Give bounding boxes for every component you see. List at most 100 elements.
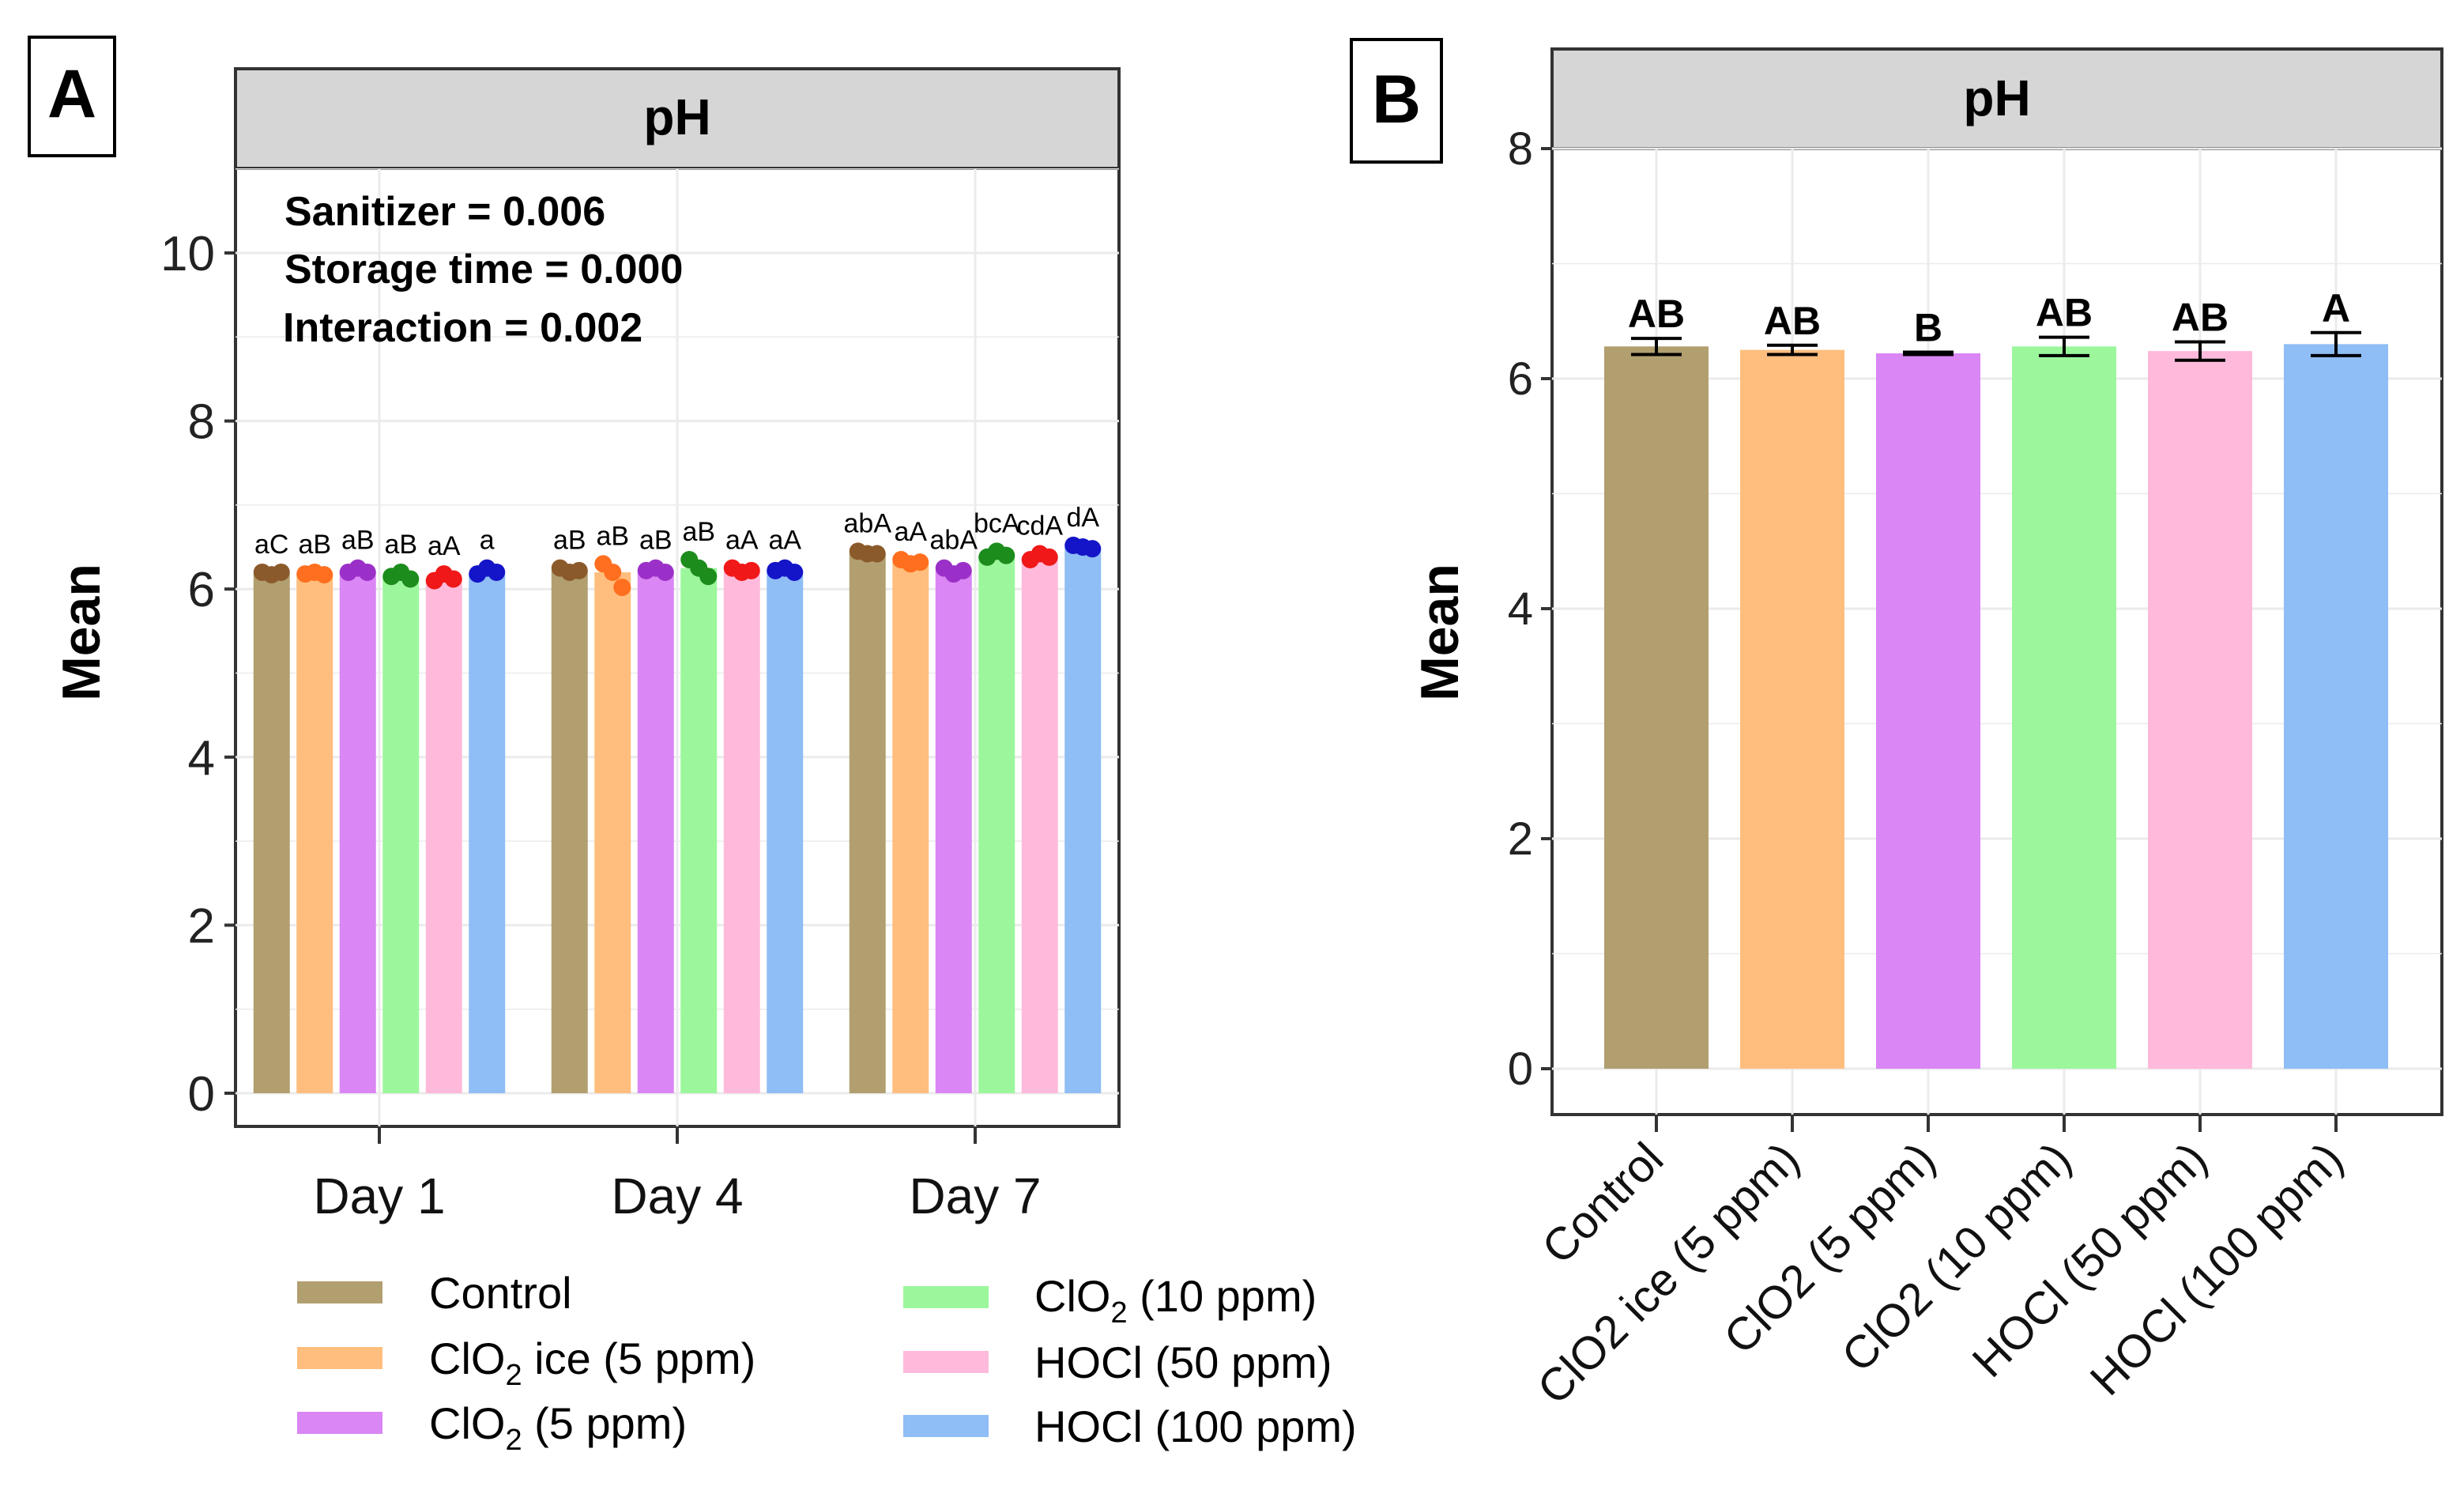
bar-label: bcA [974, 508, 1020, 538]
bar [469, 574, 506, 1093]
panel-b-bars [1604, 344, 2388, 1070]
bar [2012, 346, 2116, 1069]
bar [1876, 353, 1980, 1069]
y-tick-label: 4 [1508, 583, 1533, 635]
x-tick-label: ClO2 ice (5 ppm) [1528, 1133, 1809, 1414]
x-tick-label: Day 7 [909, 1168, 1041, 1224]
legend-label-clo2-5: ClO2 (5 ppm) [429, 1398, 687, 1457]
data-point [868, 545, 886, 563]
bar-label: aB [639, 526, 673, 556]
bar-label: aC [254, 530, 288, 560]
panel-a-label: A [47, 56, 96, 132]
bar [296, 574, 333, 1093]
bar [339, 572, 376, 1093]
bar-label: aA [725, 526, 759, 556]
panel-b-bar-labels: AB AB B AB AB A [1628, 286, 2350, 350]
x-tick-label: ClO2 (10 ppm) [1832, 1133, 2081, 1382]
legend-swatch-control [297, 1281, 382, 1303]
legend-label-clo2-10: ClO2 (10 ppm) [1034, 1271, 1317, 1330]
bar [767, 570, 804, 1093]
legend-swatch-hocl-100 [903, 1415, 989, 1437]
y-tick-label: 8 [188, 395, 215, 450]
data-point [604, 563, 622, 581]
legend-label-hocl-50: HOCl (50 ppm) [1034, 1337, 1332, 1387]
panel-a-bars [253, 547, 1102, 1093]
legend-item-clo2-ice-5: ClO2 ice (5 ppm) [297, 1334, 755, 1392]
stats-storage-time: Storage time = 0.000 [284, 247, 683, 292]
panel-b-y-axis: 0 2 4 6 8 [1508, 123, 1552, 1095]
bar [425, 579, 462, 1093]
bar [637, 570, 674, 1093]
panel-a-x-axis: Day 1 Day 4 Day 7 [313, 1126, 1042, 1224]
data-point [570, 561, 588, 579]
bar [253, 574, 290, 1093]
panel-b-label-box [1350, 38, 1443, 164]
bar-label: aB [298, 530, 331, 560]
y-tick-label: 2 [188, 899, 215, 953]
data-point [488, 563, 506, 581]
y-tick-label: 6 [1508, 353, 1533, 405]
bar-label: aB [341, 526, 375, 556]
bar [892, 562, 929, 1093]
data-point [742, 561, 760, 579]
panel-b-error-bars [1631, 330, 2361, 362]
bar-label: aA [768, 526, 801, 556]
data-point [1083, 540, 1102, 558]
legend-label-hocl-100: HOCl (100 ppm) [1034, 1401, 1357, 1451]
bar [849, 553, 886, 1093]
panel-a-legend: Control ClO2 ice (5 ppm) ClO2 (5 ppm) Cl… [297, 1268, 1357, 1457]
panel-a-label-box [28, 36, 116, 157]
legend-item-hocl-100: HOCl (100 ppm) [903, 1401, 1357, 1451]
data-point [315, 566, 333, 584]
bar [1064, 547, 1102, 1093]
data-point [954, 561, 972, 579]
stats-sanitizer: Sanitizer = 0.006 [284, 189, 605, 235]
bar-label: AB [1628, 292, 1685, 336]
data-point [358, 563, 376, 581]
bar [1604, 346, 1709, 1069]
bar [2284, 344, 2388, 1070]
y-tick-label: 2 [1508, 813, 1533, 865]
data-point [786, 563, 804, 581]
legend-item-clo2-10: ClO2 (10 ppm) [903, 1271, 1317, 1330]
data-point [997, 546, 1015, 564]
panel-a-points [253, 536, 1102, 597]
bar [978, 555, 1015, 1093]
y-tick-label: 0 [188, 1067, 215, 1122]
stats-interaction: Interaction = 0.002 [283, 305, 642, 351]
x-tick-label: HOCl (50 ppm) [1962, 1133, 2217, 1387]
bar [2148, 351, 2252, 1070]
data-point [1040, 548, 1058, 566]
legend-swatch-hocl-50 [903, 1351, 989, 1373]
bar [723, 570, 760, 1093]
data-point [656, 563, 674, 581]
bar-label: AB [1764, 299, 1821, 343]
data-point [613, 579, 631, 597]
bar [382, 576, 420, 1093]
legend-swatch-clo2-ice-5 [297, 1347, 382, 1369]
bar [1021, 556, 1058, 1093]
panel-a-strip [234, 67, 1121, 170]
bar-label: aA [428, 531, 461, 561]
y-tick-label: 10 [160, 227, 215, 281]
bar-label: dA [1066, 503, 1099, 533]
bar [594, 572, 631, 1093]
bar-label: abA [844, 508, 892, 538]
panel-b-label: B [1372, 62, 1421, 138]
data-point [699, 568, 718, 586]
bar [680, 568, 718, 1093]
bar-label: aB [682, 517, 715, 547]
x-tick-label: Day 4 [611, 1168, 743, 1224]
data-point [401, 570, 420, 588]
bar [935, 570, 972, 1093]
panel-a-y-label: Mean [51, 564, 111, 701]
bar-label: aB [596, 521, 629, 551]
legend-item-control: Control [297, 1268, 572, 1318]
panel-b-y-label: Mean [1410, 564, 1470, 701]
bar-label: aB [384, 530, 417, 560]
legend-item-hocl-50: HOCl (50 ppm) [903, 1337, 1332, 1387]
panel-a: A pH aC aB abA aB aB aA aB aB abA aB aB bcA aA aA cdA a… [28, 36, 1357, 1457]
